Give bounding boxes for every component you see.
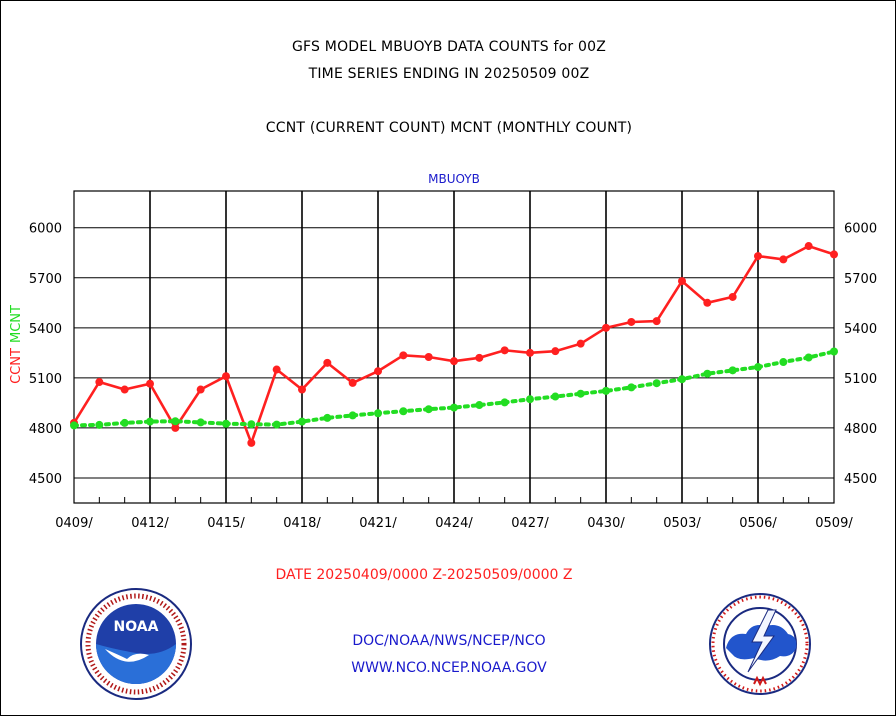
y-tick-label-left: 4500 <box>29 472 62 487</box>
point-ccnt <box>602 323 610 332</box>
point-ccnt <box>348 378 357 387</box>
point-ccnt <box>551 347 560 356</box>
point-mcnt <box>551 392 560 401</box>
point-ccnt <box>475 353 484 362</box>
x-tick-label: 0418/ <box>283 516 321 531</box>
plot-frame <box>73 190 835 504</box>
point-ccnt <box>652 317 661 326</box>
x-tick-label: 0415/ <box>207 516 245 531</box>
point-ccnt <box>146 379 154 388</box>
svg-text:NOAA: NOAA <box>114 619 159 635</box>
y-tick-label-left: 4800 <box>29 422 62 437</box>
y-tick-label-left: 6000 <box>29 222 62 237</box>
point-mcnt <box>374 409 382 418</box>
y-tick-label-right: 5400 <box>844 322 877 337</box>
x-tick-label: 0503/ <box>663 516 701 531</box>
noaa-logo: NOAA <box>80 588 192 700</box>
point-ccnt <box>450 357 458 366</box>
y-tick-label-right: 4500 <box>844 472 877 487</box>
point-mcnt <box>830 347 838 356</box>
point-mcnt <box>95 420 104 429</box>
point-ccnt <box>399 351 408 360</box>
point-ccnt <box>424 353 433 362</box>
point-mcnt <box>754 363 762 372</box>
chart-subtitle: CCNT (CURRENT COUNT) MCNT (MONTHLY COUNT… <box>265 120 633 136</box>
x-tick-label: 0424/ <box>435 516 473 531</box>
point-mcnt <box>703 369 712 378</box>
y-axis-label-ccnt: CCNT <box>9 348 24 384</box>
point-mcnt <box>323 413 332 422</box>
point-ccnt <box>728 292 737 301</box>
point-mcnt <box>196 418 205 427</box>
point-ccnt <box>754 252 762 261</box>
footer-agency: DOC/NOAA/NWS/NCEP/NCO <box>352 633 546 649</box>
point-mcnt <box>298 417 306 426</box>
y-tick-label-right: 6000 <box>844 222 877 237</box>
point-ccnt <box>500 346 509 355</box>
x-tick-label: 0412/ <box>131 516 169 531</box>
point-ccnt <box>171 423 180 432</box>
point-ccnt <box>374 367 382 376</box>
point-ccnt <box>95 378 104 387</box>
point-mcnt <box>804 353 813 362</box>
point-mcnt <box>348 411 357 420</box>
x-tick-label: 0409/ <box>55 516 93 531</box>
point-mcnt <box>728 366 737 375</box>
point-mcnt <box>450 403 458 412</box>
point-mcnt <box>602 386 610 395</box>
point-ccnt <box>196 385 205 394</box>
point-mcnt <box>576 389 585 398</box>
point-ccnt <box>323 358 332 367</box>
point-ccnt <box>804 242 813 251</box>
y-tick-label-left: 5700 <box>29 272 62 287</box>
point-mcnt <box>779 358 788 367</box>
y-tick-label-left: 5100 <box>29 372 62 387</box>
point-mcnt <box>627 383 636 392</box>
nws-logo <box>709 593 811 695</box>
point-ccnt <box>120 385 129 394</box>
point-ccnt <box>526 348 534 357</box>
chart-title-line-2: TIME SERIES ENDING IN 20250509 00Z <box>308 66 590 82</box>
point-mcnt <box>247 420 256 429</box>
point-mcnt <box>424 405 433 414</box>
point-ccnt <box>298 385 306 394</box>
point-ccnt <box>627 317 636 326</box>
y-tick-label-left: 5400 <box>29 322 62 337</box>
point-mcnt <box>222 419 230 428</box>
y-axis-label-mcnt: MCNT <box>9 305 24 343</box>
x-tick-label: 0427/ <box>511 516 549 531</box>
point-ccnt <box>247 438 256 447</box>
point-mcnt <box>500 398 509 407</box>
point-mcnt <box>171 417 180 426</box>
point-ccnt <box>272 365 281 374</box>
point-mcnt <box>120 418 129 427</box>
y-tick-label-right: 5100 <box>844 372 877 387</box>
point-mcnt <box>652 379 661 388</box>
x-tick-label: 0506/ <box>739 516 777 531</box>
x-tick-label: 0430/ <box>587 516 625 531</box>
point-mcnt <box>399 407 408 416</box>
point-mcnt <box>146 417 154 426</box>
point-ccnt <box>678 277 686 286</box>
point-ccnt <box>222 372 230 381</box>
point-mcnt <box>678 375 686 384</box>
point-ccnt <box>830 250 838 259</box>
point-mcnt <box>272 420 281 429</box>
point-ccnt <box>779 255 788 264</box>
point-ccnt <box>703 298 712 307</box>
y-tick-label-right: 5700 <box>844 272 877 287</box>
x-tick-label: 0509/ <box>815 516 853 531</box>
panel-title: MBUOYB <box>428 172 480 186</box>
footer-website[interactable]: WWW.NCO.NCEP.NOAA.GOV <box>351 660 547 676</box>
chart-title-line-1: GFS MODEL MBUOYB DATA COUNTS for 00Z <box>292 39 606 55</box>
x-axis-date-label: DATE 20250409/0000 Z-20250509/0000 Z <box>276 567 573 583</box>
y-tick-label-right: 4800 <box>844 422 877 437</box>
x-tick-label: 0421/ <box>359 516 397 531</box>
point-ccnt <box>576 339 585 348</box>
point-mcnt <box>526 395 534 404</box>
point-mcnt <box>475 401 484 410</box>
point-mcnt <box>70 421 78 430</box>
